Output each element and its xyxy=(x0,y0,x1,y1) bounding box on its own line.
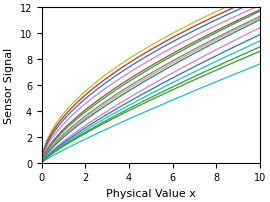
Y-axis label: Sensor Signal: Sensor Signal xyxy=(4,47,14,123)
X-axis label: Physical Value x: Physical Value x xyxy=(106,188,196,198)
